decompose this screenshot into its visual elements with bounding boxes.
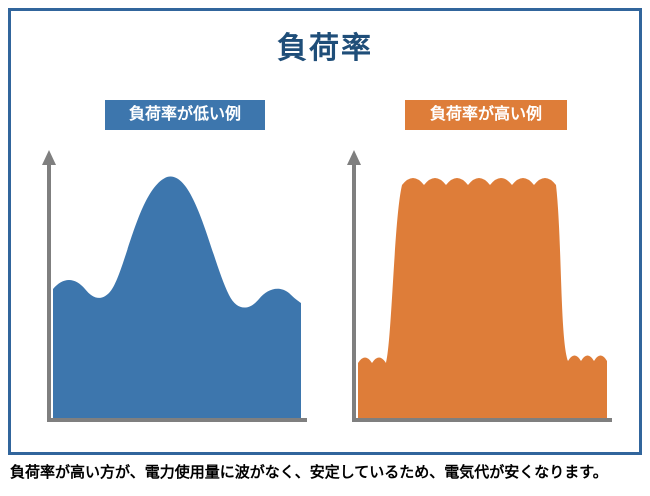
page-title: 負荷率	[277, 32, 373, 65]
y-axis-arrow	[42, 150, 56, 165]
y-axis-arrow	[347, 150, 361, 165]
high-load-area	[358, 178, 607, 420]
chart-label-low-load: 負荷率が低い例	[105, 100, 265, 130]
chart-label-high-load: 負荷率が高い例	[405, 100, 567, 130]
caption-text: 負荷率が高い方が、電力使用量に波がなく、安定しているため、電気代が安くなります。	[10, 464, 608, 481]
high-load-chart	[347, 150, 612, 422]
low-load-chart	[42, 150, 307, 422]
diagram-frame: 負荷率 負荷率が低い例 負荷率が高い例	[8, 8, 642, 455]
low-load-area	[53, 176, 301, 420]
